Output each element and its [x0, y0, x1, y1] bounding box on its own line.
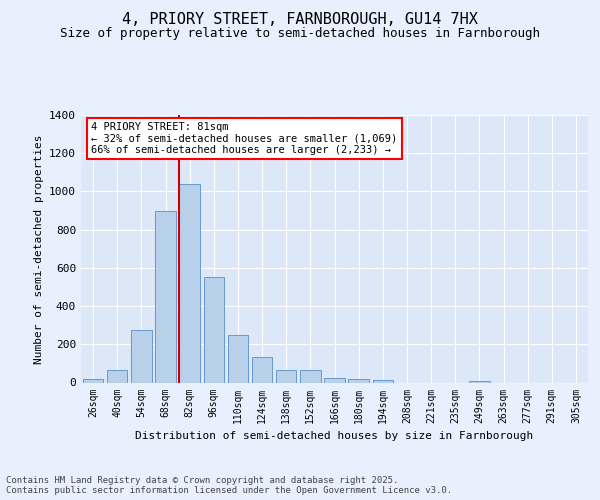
Bar	[276, 370, 296, 382]
Bar	[131, 330, 152, 382]
Bar	[349, 378, 369, 382]
Y-axis label: Number of semi-detached properties: Number of semi-detached properties	[34, 134, 44, 364]
Bar	[469, 380, 490, 382]
Text: Contains HM Land Registry data © Crown copyright and database right 2025.
Contai: Contains HM Land Registry data © Crown c…	[6, 476, 452, 495]
Text: 4 PRIORY STREET: 81sqm
← 32% of semi-detached houses are smaller (1,069)
66% of : 4 PRIORY STREET: 81sqm ← 32% of semi-det…	[91, 122, 397, 155]
Bar	[203, 278, 224, 382]
Bar	[107, 370, 127, 382]
Bar	[179, 184, 200, 382]
Bar	[373, 380, 393, 382]
Bar	[300, 370, 320, 382]
Bar	[252, 356, 272, 382]
Bar	[324, 378, 345, 382]
Bar	[83, 379, 103, 382]
Text: Size of property relative to semi-detached houses in Farnborough: Size of property relative to semi-detach…	[60, 28, 540, 40]
Bar	[227, 334, 248, 382]
X-axis label: Distribution of semi-detached houses by size in Farnborough: Distribution of semi-detached houses by …	[136, 431, 533, 441]
Bar	[155, 210, 176, 382]
Text: 4, PRIORY STREET, FARNBOROUGH, GU14 7HX: 4, PRIORY STREET, FARNBOROUGH, GU14 7HX	[122, 12, 478, 28]
